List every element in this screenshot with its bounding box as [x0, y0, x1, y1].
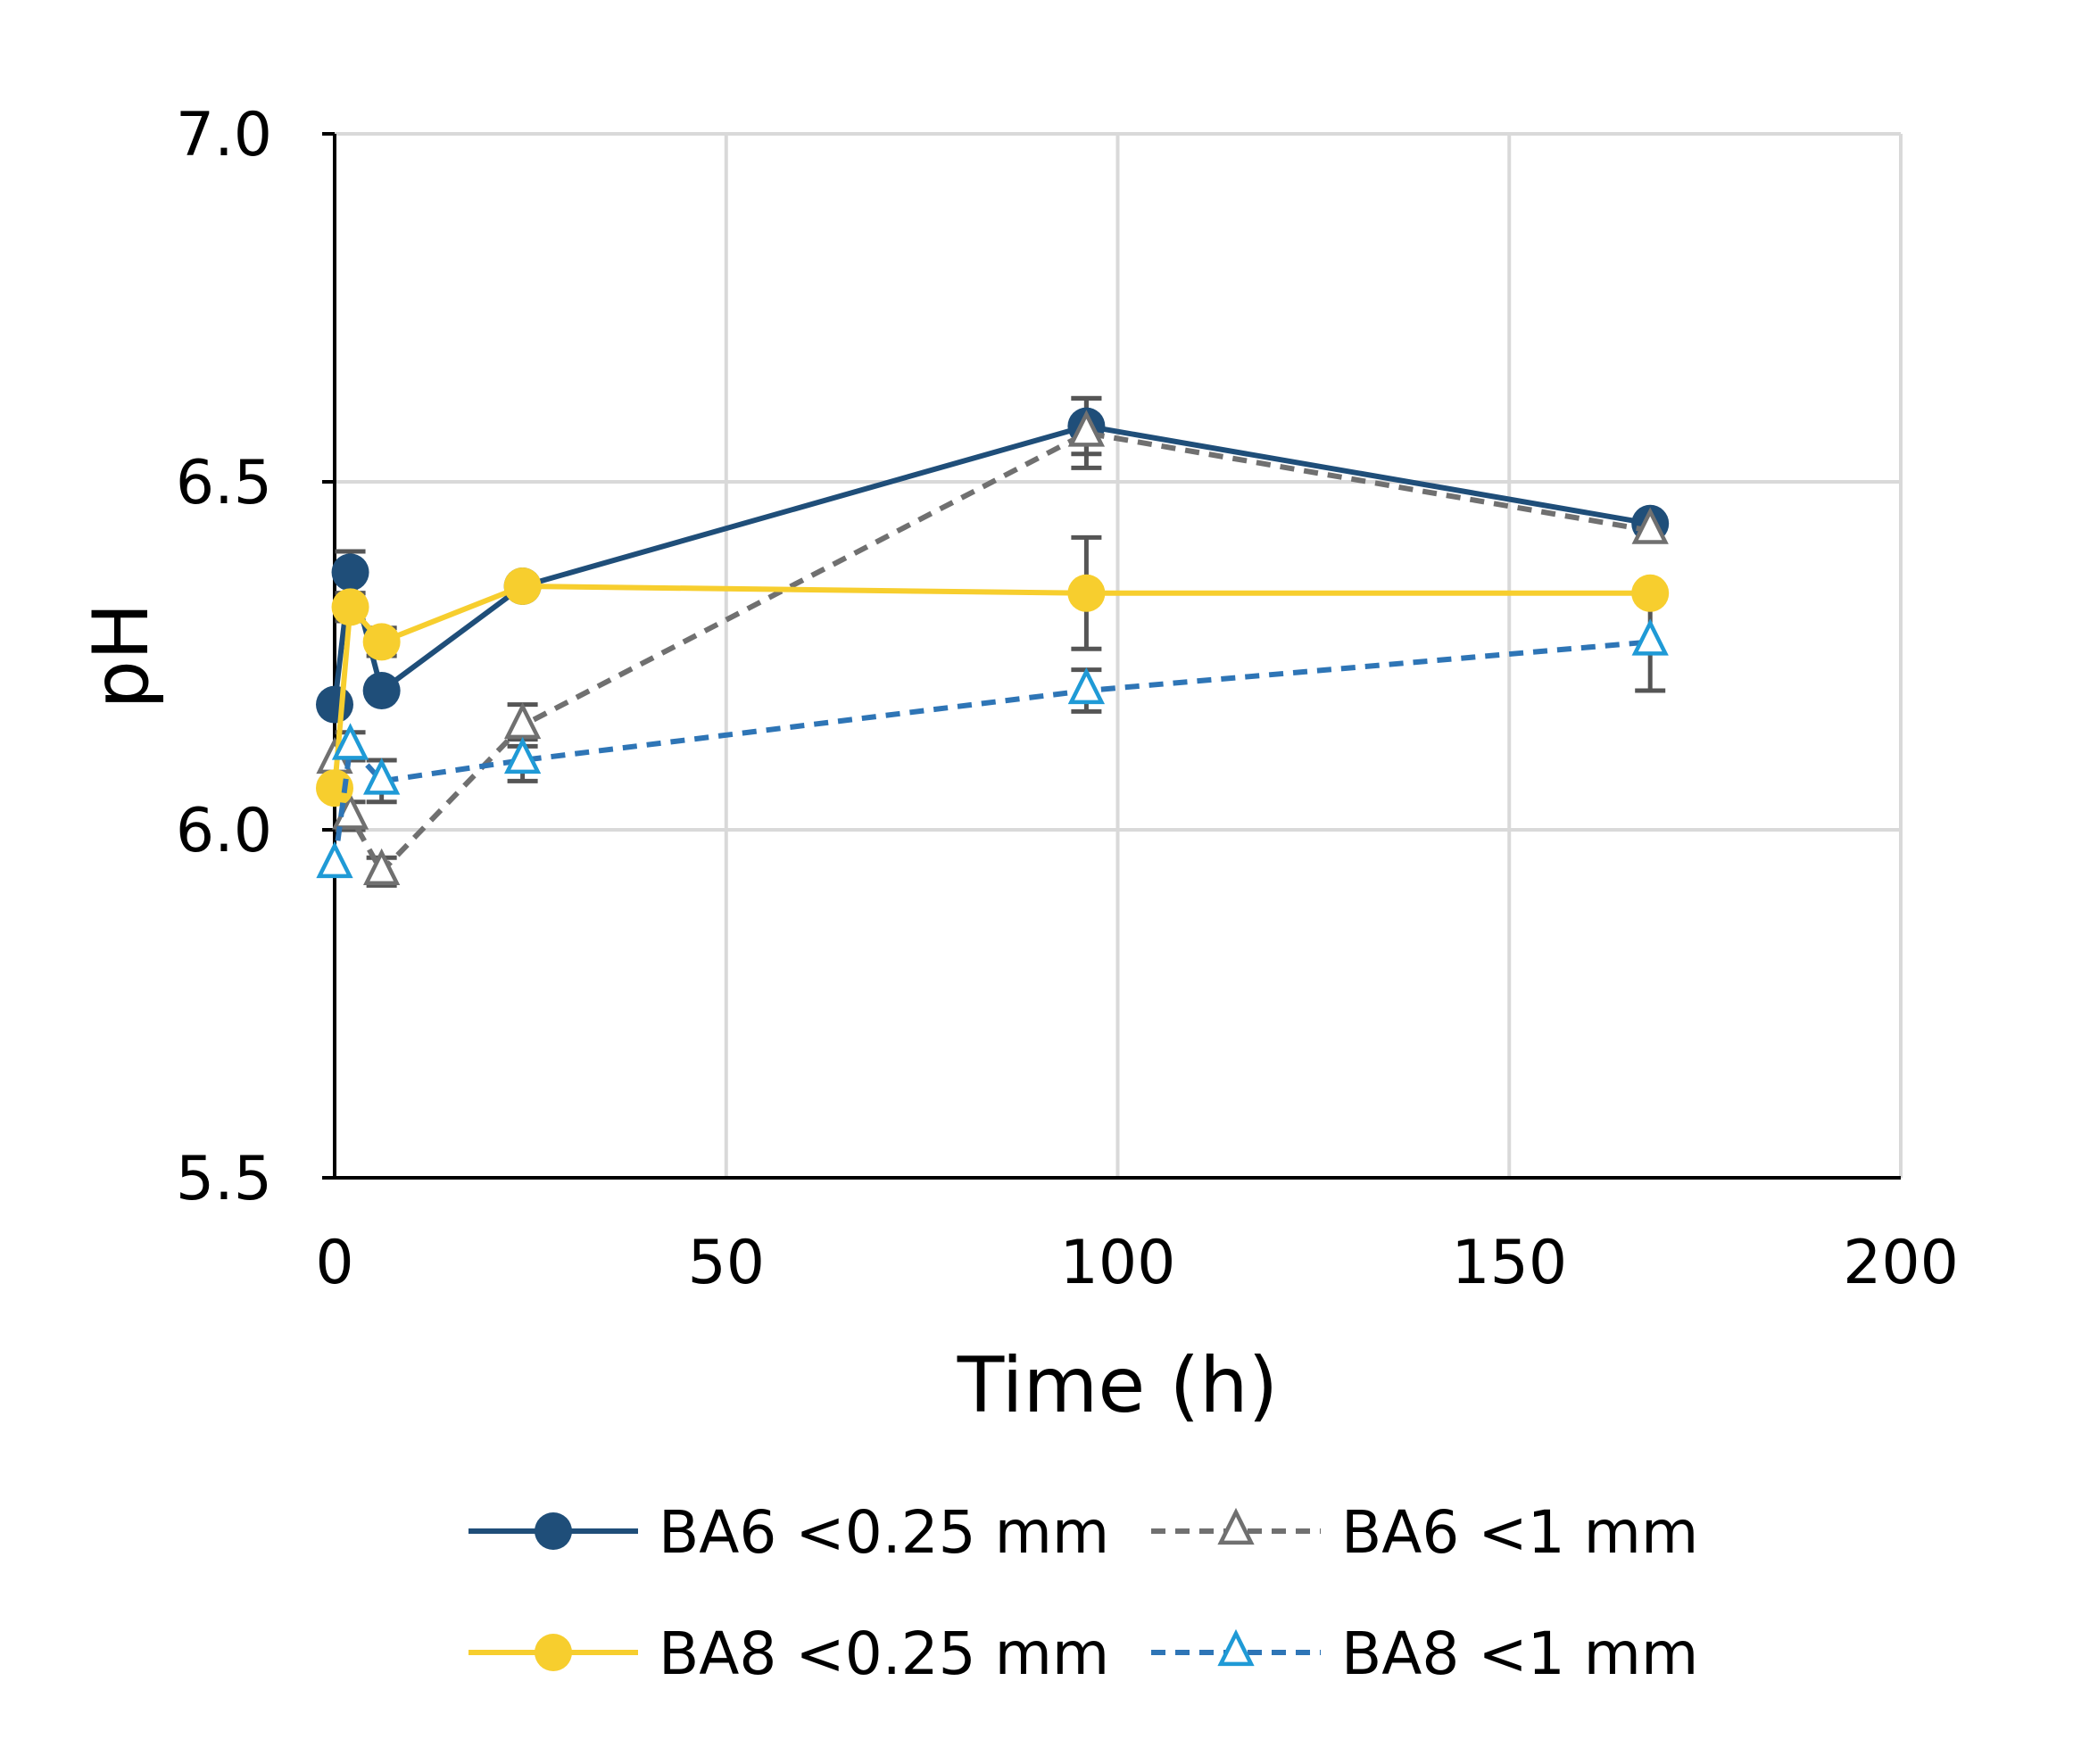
x-tick-label: 100	[1060, 1228, 1176, 1298]
legend-item: BA8 <0.25 mm	[468, 1619, 1109, 1688]
data-point	[1067, 667, 1106, 705]
axes	[322, 132, 1901, 1180]
x-tick-label: 200	[1843, 1228, 1959, 1298]
legend-item: BA6 <0.25 mm	[468, 1498, 1109, 1567]
y-tick-label: 6.0	[176, 796, 272, 866]
legend-label: BA8 <1 mm	[1341, 1619, 1698, 1688]
data-point	[1631, 507, 1669, 544]
y-tick-label: 6.5	[176, 448, 272, 518]
data-point	[1631, 574, 1670, 612]
legend: BA6 <0.25 mm BA6 <1 mm BA8 <0.25 mm BA8 <1 …	[468, 1498, 1698, 1688]
series-line	[332, 639, 1651, 865]
grid	[335, 132, 1903, 1178]
y-axis-title: pH	[77, 602, 166, 708]
data-point	[503, 701, 542, 740]
x-tick-label: 0	[315, 1228, 353, 1298]
legend-item: BA8 <1 mm	[1151, 1619, 1698, 1688]
x-axis-title: Time (h)	[957, 1341, 1278, 1430]
series-2	[316, 567, 1670, 807]
legend-marker	[535, 1512, 572, 1550]
data-point	[331, 588, 369, 626]
data-point	[1067, 410, 1106, 447]
series-line	[332, 423, 1651, 705]
series-line	[332, 584, 1651, 789]
data-point	[316, 685, 353, 724]
data-point	[1067, 574, 1106, 612]
error-bars	[335, 395, 1666, 888]
data-point	[331, 723, 369, 760]
data-point	[316, 841, 353, 879]
legend-item: BA6 <1 mm	[1151, 1498, 1698, 1567]
series-line	[332, 430, 1651, 874]
data-point	[1631, 618, 1669, 656]
data-point	[503, 736, 542, 774]
y-tick-label: 7.0	[176, 100, 272, 170]
y-tick-label: 5.5	[176, 1144, 272, 1214]
legend-label: BA8 <0.25 mm	[659, 1619, 1109, 1688]
x-tick-label: 50	[687, 1228, 765, 1298]
data-point	[363, 848, 401, 885]
series-1	[316, 410, 1669, 885]
legend-marker	[1217, 1628, 1255, 1667]
x-tick-label: 150	[1451, 1228, 1567, 1298]
legend-marker	[1217, 1507, 1255, 1545]
legend-marker	[535, 1634, 572, 1671]
tick-labels: 0 50 100 150 200 5.5 6.0 6.5 7.0	[176, 100, 1959, 1298]
data-point	[362, 672, 401, 709]
data-point	[362, 623, 401, 661]
data-point	[363, 758, 401, 795]
series-0	[316, 407, 1670, 724]
series-3	[316, 618, 1669, 879]
data-point	[331, 553, 369, 592]
data-point	[503, 567, 542, 605]
legend-label: BA6 <1 mm	[1341, 1498, 1698, 1567]
data-point	[316, 769, 353, 807]
legend-label: BA6 <0.25 mm	[659, 1498, 1109, 1567]
series	[316, 407, 1670, 885]
